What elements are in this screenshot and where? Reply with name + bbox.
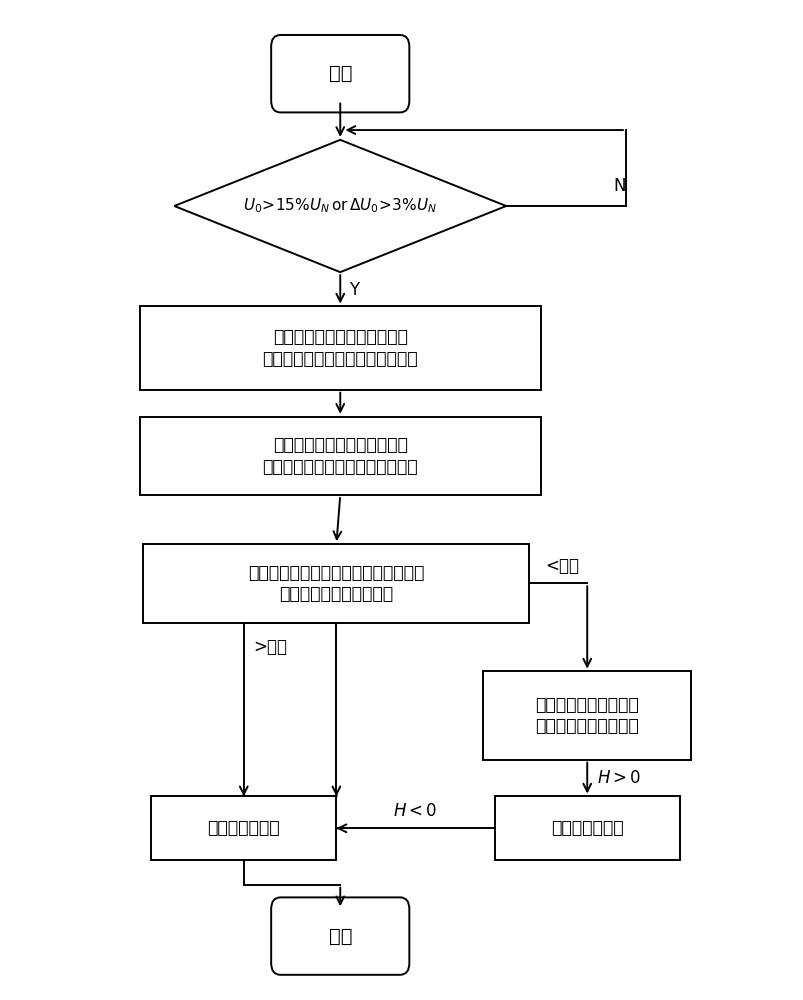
Bar bbox=[140, 417, 540, 495]
Bar bbox=[483, 672, 691, 760]
Text: <阈值: <阈值 bbox=[545, 557, 579, 575]
Text: >阈值: >阈值 bbox=[253, 638, 287, 656]
Text: 值的幅值特征变化趋势: 值的幅值特征变化趋势 bbox=[535, 717, 638, 735]
Text: 提取各检测区段零序电流差值的幅值，: 提取各检测区段零序电流差值的幅值， bbox=[248, 564, 424, 582]
Text: 各检测区段零序电流差: 各检测区段零序电流差 bbox=[535, 696, 638, 714]
Text: 结束: 结束 bbox=[328, 927, 352, 946]
Text: 测量比较各馈线零序电流幅值: 测量比较各馈线零序电流幅值 bbox=[272, 436, 407, 454]
Text: Y: Y bbox=[349, 281, 359, 299]
Bar bbox=[151, 796, 336, 860]
Text: 开始: 开始 bbox=[328, 64, 352, 83]
Text: $\it{H}$$<$0: $\it{H}$$<$0 bbox=[393, 802, 437, 820]
Text: 估算过渡电阻确定调控范围，: 估算过渡电阻确定调控范围， bbox=[272, 328, 407, 346]
Text: $\it{H}$$>$0: $\it{H}$$>$0 bbox=[596, 769, 640, 787]
Bar bbox=[143, 544, 528, 622]
Text: N: N bbox=[613, 177, 625, 195]
Text: 注入电流信号逐次调控中性点电压: 注入电流信号逐次调控中性点电压 bbox=[262, 350, 418, 368]
Text: $\it{U}_0\!>\!15\%\it{U}_N\,\mathrm{or}\,\Delta\it{U}_0\!>\!3\%\it{U}_N$: $\it{U}_0\!>\!15\%\it{U}_N\,\mathrm{or}\… bbox=[243, 197, 437, 215]
Text: 判定为故障区段: 判定为故障区段 bbox=[207, 819, 279, 837]
Text: 变化量，变化量最大即为故障馈线: 变化量，变化量最大即为故障馈线 bbox=[262, 458, 418, 476]
Text: 累计幅值与设定阈值比较: 累计幅值与设定阈值比较 bbox=[279, 585, 393, 603]
Bar bbox=[140, 306, 540, 390]
FancyBboxPatch shape bbox=[271, 897, 409, 975]
Polygon shape bbox=[174, 140, 506, 272]
FancyBboxPatch shape bbox=[271, 35, 409, 112]
Bar bbox=[494, 796, 679, 860]
Text: 判定为健全区段: 判定为健全区段 bbox=[550, 819, 623, 837]
